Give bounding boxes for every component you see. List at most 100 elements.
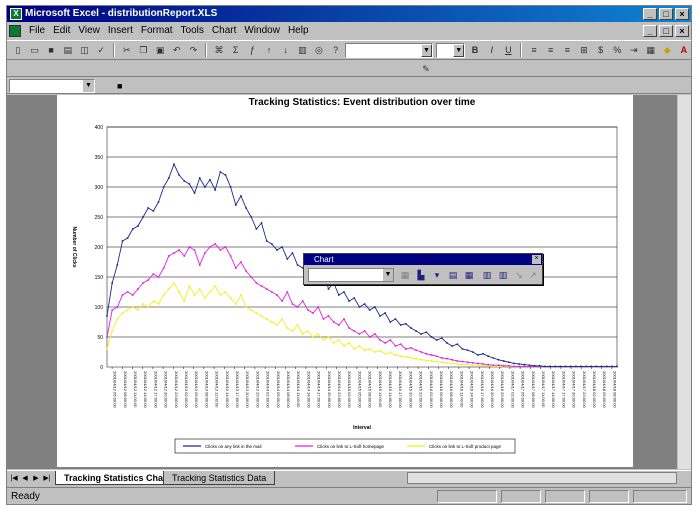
- legend-icon[interactable]: ▤: [448, 270, 458, 280]
- doc-restore-button[interactable]: □: [659, 25, 673, 37]
- x-tick-label: 2001/04/17 14:00:00: [551, 371, 556, 408]
- redo-icon[interactable]: ↷: [189, 44, 198, 55]
- undo-icon[interactable]: ↶: [172, 44, 181, 55]
- chart-type-icon[interactable]: ▙: [417, 270, 425, 280]
- doc-minimize-button[interactable]: _: [643, 25, 657, 37]
- open-icon[interactable]: ▭: [30, 44, 39, 55]
- x-tick-label: 2001/04/18 02:00:00: [592, 371, 597, 408]
- chart-objects-combo[interactable]: ▼: [308, 268, 394, 282]
- font-name-combo[interactable]: ▼: [345, 42, 433, 58]
- chart-wizard-icon[interactable]: ▥: [298, 44, 307, 55]
- next-sheet-icon[interactable]: ▶: [33, 475, 39, 482]
- excel-app-icon[interactable]: X: [10, 8, 22, 20]
- data-point: [404, 323, 407, 325]
- merge-center-icon[interactable]: ⊞: [580, 44, 588, 55]
- maximize-button[interactable]: □: [659, 8, 673, 20]
- chevron-down-icon[interactable]: ▼: [421, 43, 432, 57]
- chevron-down-icon[interactable]: ▼: [383, 269, 393, 281]
- horizontal-scrollbar[interactable]: [407, 472, 677, 484]
- menu-edit[interactable]: Edit: [53, 25, 71, 36]
- data-point: [204, 186, 206, 188]
- last-sheet-icon[interactable]: ▶|: [43, 475, 51, 482]
- status-text: Ready: [11, 491, 40, 502]
- minimize-button[interactable]: _: [643, 8, 657, 20]
- percent-icon[interactable]: %: [613, 45, 622, 55]
- tab-tracking-statistics-chart[interactable]: Tracking Statistics Chart: [55, 471, 179, 485]
- status-panel: [633, 490, 687, 503]
- cut-icon[interactable]: ✂: [122, 44, 131, 55]
- y-tick-label: 300: [95, 185, 104, 191]
- help-icon[interactable]: ?: [333, 45, 339, 55]
- format-object-icon[interactable]: ▦: [400, 270, 410, 280]
- align-left-icon[interactable]: ≡: [531, 45, 537, 55]
- borders-icon[interactable]: ▦: [646, 44, 655, 55]
- italic-icon[interactable]: I: [490, 45, 493, 55]
- chevron-down-icon[interactable]: ▼: [453, 43, 465, 57]
- first-sheet-icon[interactable]: |◀: [10, 475, 18, 482]
- data-point: [430, 360, 433, 362]
- print-icon[interactable]: ▤: [63, 44, 73, 55]
- font-color-icon[interactable]: A: [680, 45, 688, 55]
- zoom-icon[interactable]: ◎: [315, 44, 323, 55]
- menu-insert[interactable]: Insert: [107, 25, 133, 36]
- menu-tools[interactable]: Tools: [180, 25, 204, 36]
- spelling-icon[interactable]: ✓: [97, 44, 105, 55]
- menu-help[interactable]: Help: [287, 25, 309, 36]
- hyperlink-icon[interactable]: ⌘: [214, 44, 224, 55]
- menu-file[interactable]: File: [29, 25, 46, 36]
- data-point: [332, 321, 335, 323]
- align-right-icon[interactable]: ≡: [564, 45, 570, 55]
- close-icon[interactable]: ×: [532, 255, 541, 264]
- menu-format[interactable]: Format: [140, 25, 173, 36]
- prev-sheet-icon[interactable]: ◀: [22, 475, 28, 482]
- name-box[interactable]: ▼: [9, 79, 95, 93]
- line-chart[interactable]: Tracking Statistics: Event distribution …: [57, 95, 633, 467]
- underline-icon[interactable]: U: [505, 45, 512, 55]
- sort-ascending-icon[interactable]: ↑: [266, 45, 272, 55]
- by-row-icon[interactable]: ▥: [482, 270, 492, 280]
- angle-text-down-icon[interactable]: ↘: [515, 270, 523, 280]
- data-point: [404, 356, 407, 358]
- copy-icon[interactable]: ❐: [139, 44, 148, 55]
- tab-tracking-statistics-data[interactable]: Tracking Statistics Data: [163, 471, 276, 485]
- function-icon[interactable]: ƒ: [249, 45, 255, 55]
- angle-text-up-icon[interactable]: ↗: [529, 270, 537, 280]
- data-point: [538, 365, 541, 367]
- save-icon[interactable]: ■: [48, 45, 54, 55]
- paste-icon[interactable]: ▣: [155, 44, 165, 55]
- font-size-combo[interactable]: ▼: [436, 42, 466, 58]
- by-column-icon[interactable]: ▥: [498, 270, 508, 280]
- chart-toolbar-titlebar[interactable]: Chart ×: [304, 254, 542, 265]
- formula-equals-icon[interactable]: ■: [117, 81, 123, 91]
- data-point: [477, 362, 479, 365]
- data-point: [420, 359, 423, 361]
- toolbar-separator: [112, 43, 115, 57]
- data-point: [229, 186, 232, 188]
- chart-type-dropdown-icon[interactable]: ▾: [434, 270, 440, 280]
- chevron-down-icon[interactable]: ▼: [83, 80, 94, 92]
- data-point: [451, 362, 453, 365]
- doc-close-button[interactable]: ×: [675, 25, 689, 37]
- align-center-icon[interactable]: ≡: [548, 45, 554, 55]
- sort-descending-icon[interactable]: ↓: [283, 45, 288, 55]
- drawing-icon[interactable]: ✎: [422, 63, 430, 74]
- chart-floating-toolbar[interactable]: Chart × ▼ ▦ ▙ ▾ ▤ ▦ ▥ ▥ ↘ ↗: [303, 253, 543, 285]
- vertical-scrollbar[interactable]: [677, 95, 691, 469]
- data-point: [513, 365, 515, 368]
- data-point: [260, 315, 263, 317]
- close-button[interactable]: ×: [675, 8, 689, 20]
- fill-color-icon[interactable]: ◆: [663, 44, 671, 55]
- data-point: [487, 355, 490, 357]
- document-icon[interactable]: [9, 25, 21, 37]
- data-point: [198, 177, 201, 179]
- indent-icon[interactable]: ⇥: [630, 44, 638, 55]
- menu-chart[interactable]: Chart: [211, 25, 237, 36]
- currency-icon[interactable]: $: [598, 45, 604, 55]
- new-icon[interactable]: ▯: [15, 44, 21, 55]
- data-table-icon[interactable]: ▦: [464, 270, 474, 280]
- print-preview-icon[interactable]: ◫: [80, 44, 89, 55]
- menu-window[interactable]: Window: [244, 25, 280, 36]
- bold-icon[interactable]: B: [471, 45, 479, 55]
- menu-view[interactable]: View: [78, 25, 100, 36]
- autosum-icon[interactable]: Σ: [232, 45, 239, 55]
